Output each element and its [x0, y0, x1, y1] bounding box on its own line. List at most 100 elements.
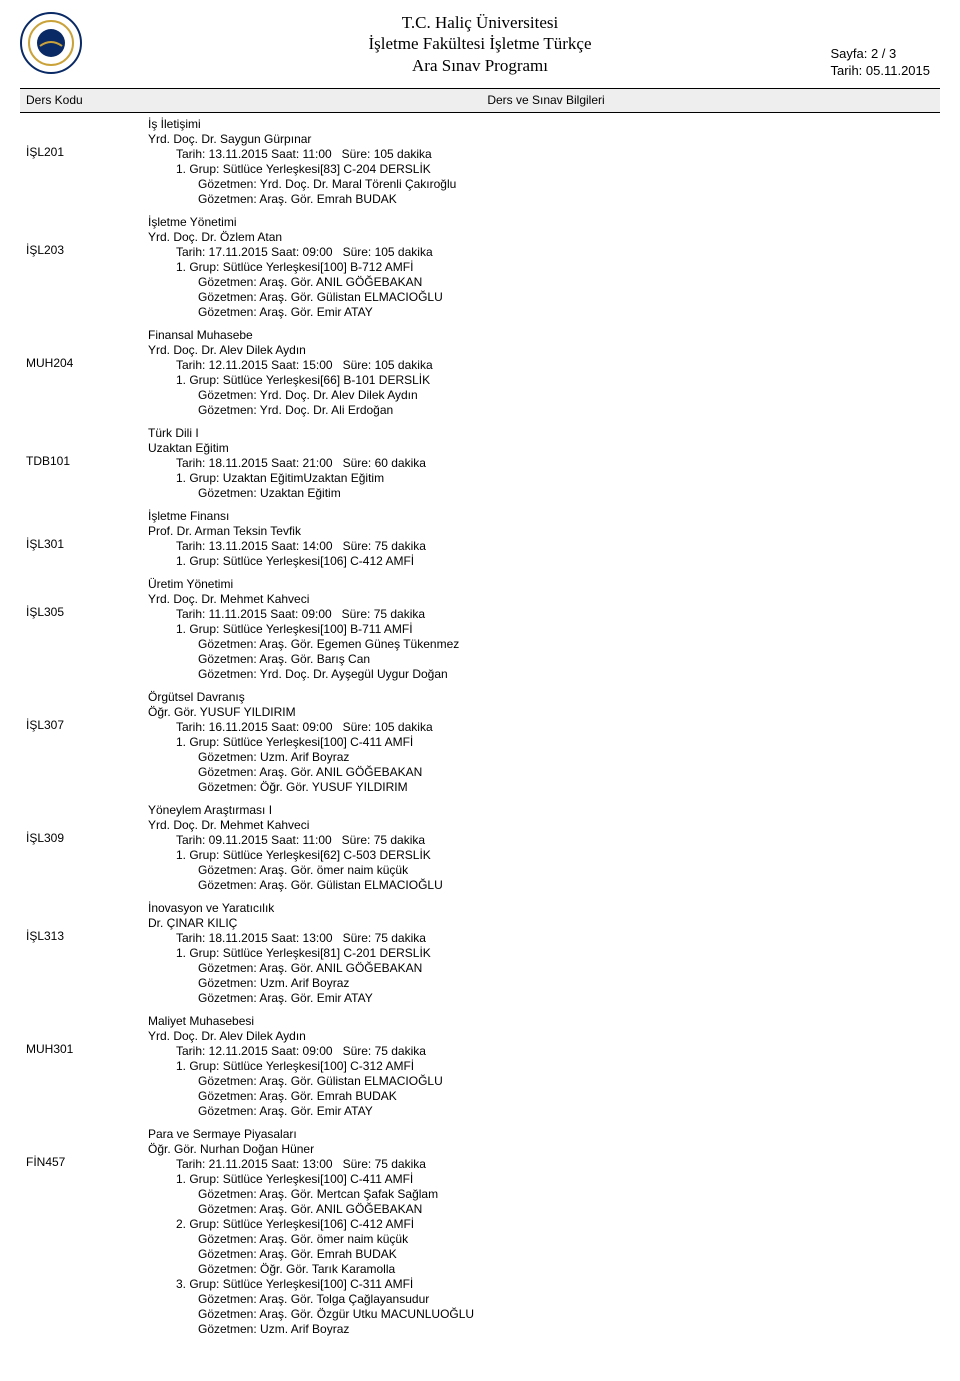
course-info-line: Yrd. Doç. Dr. Mehmet Kahveci	[148, 592, 940, 607]
course-row: MUH204Finansal MuhasebeYrd. Doç. Dr. Ale…	[20, 324, 940, 422]
course-info-line: Gözetmen: Araş. Gör. Gülistan ELMACIOĞLU	[148, 290, 940, 305]
course-info-line: Gözetmen: Uzaktan Eğitim	[148, 486, 940, 501]
course-info-line: Tarih: 13.11.2015 Saat: 14:00 Süre: 75 d…	[148, 539, 940, 554]
course-info-line: Gözetmen: Uzm. Arif Boyraz	[148, 976, 940, 991]
course-info: Yöneylem Araştırması IYrd. Doç. Dr. Mehm…	[146, 803, 940, 893]
course-code: TDB101	[20, 426, 146, 501]
course-code: İŞL313	[20, 901, 146, 1006]
course-info-line: Üretim Yönetimi	[148, 577, 940, 592]
course-info-line: Tarih: 21.11.2015 Saat: 13:00 Süre: 75 d…	[148, 1157, 940, 1172]
doc-title: Ara Sınav Programı	[20, 55, 940, 76]
course-info-line: Gözetmen: Uzm. Arif Boyraz	[148, 1322, 940, 1337]
course-info-line: Para ve Sermaye Piyasaları	[148, 1127, 940, 1142]
course-info-line: Tarih: 12.11.2015 Saat: 09:00 Süre: 75 d…	[148, 1044, 940, 1059]
course-info-line: Gözetmen: Yrd. Doç. Dr. Maral Törenli Ça…	[148, 177, 940, 192]
course-row: İŞL203İşletme YönetimiYrd. Doç. Dr. Özle…	[20, 211, 940, 324]
course-info-line: Gözetmen: Araş. Gör. ANIL GÖĞEBAKAN	[148, 765, 940, 780]
course-info-line: Tarih: 18.11.2015 Saat: 21:00 Süre: 60 d…	[148, 456, 940, 471]
course-info-line: Tarih: 09.11.2015 Saat: 11:00 Süre: 75 d…	[148, 833, 940, 848]
course-row: FİN457Para ve Sermaye PiyasalarıÖğr. Gör…	[20, 1123, 940, 1341]
course-info-line: 2. Grup: Sütlüce Yerleşkesi[106] C-412 A…	[148, 1217, 940, 1232]
course-info-line: Gözetmen: Araş. Gör. Tolga Çağlayansudur	[148, 1292, 940, 1307]
course-info-line: Uzaktan Eğitim	[148, 441, 940, 456]
course-info-line: Yrd. Doç. Dr. Alev Dilek Aydın	[148, 1029, 940, 1044]
course-info-line: Gözetmen: Araş. Gör. Emir ATAY	[148, 305, 940, 320]
course-row: TDB101Türk Dili IUzaktan EğitimTarih: 18…	[20, 422, 940, 505]
course-info-line: Gözetmen: Araş. Gör. Egemen Güneş Tükenm…	[148, 637, 940, 652]
course-info: Finansal MuhasebeYrd. Doç. Dr. Alev Dile…	[146, 328, 940, 418]
col-header-info: Ders ve Sınav Bilgileri	[152, 89, 940, 112]
course-info-line: Yrd. Doç. Dr. Saygun Gürpınar	[148, 132, 940, 147]
course-info-line: Tarih: 11.11.2015 Saat: 09:00 Süre: 75 d…	[148, 607, 940, 622]
course-info-line: Tarih: 13.11.2015 Saat: 11:00 Süre: 105 …	[148, 147, 940, 162]
course-code: MUH204	[20, 328, 146, 418]
course-info-line: Gözetmen: Araş. Gör. Emrah BUDAK	[148, 1089, 940, 1104]
course-row: İŞL301İşletme FinansıProf. Dr. Arman Tek…	[20, 505, 940, 573]
course-info-line: 1. Grup: Sütlüce Yerleşkesi[81] C-201 DE…	[148, 946, 940, 961]
course-info: İşletme YönetimiYrd. Doç. Dr. Özlem Atan…	[146, 215, 940, 320]
courses-container: İŞL201İş İletişimiYrd. Doç. Dr. Saygun G…	[20, 113, 940, 1341]
table-header: Ders Kodu Ders ve Sınav Bilgileri	[20, 88, 940, 113]
course-info: Üretim YönetimiYrd. Doç. Dr. Mehmet Kahv…	[146, 577, 940, 682]
course-info: Türk Dili IUzaktan EğitimTarih: 18.11.20…	[146, 426, 940, 501]
course-info-line: Türk Dili I	[148, 426, 940, 441]
course-info-line: 1. Grup: Sütlüce Yerleşkesi[100] B-712 A…	[148, 260, 940, 275]
course-info-line: Tarih: 18.11.2015 Saat: 13:00 Süre: 75 d…	[148, 931, 940, 946]
course-info-line: Tarih: 12.11.2015 Saat: 15:00 Süre: 105 …	[148, 358, 940, 373]
page: T.C. Haliç Üniversitesi İşletme Fakültes…	[0, 0, 960, 1381]
course-info-line: Tarih: 16.11.2015 Saat: 09:00 Süre: 105 …	[148, 720, 940, 735]
course-row: İŞL313İnovasyon ve YaratıcılıkDr. ÇINAR …	[20, 897, 940, 1010]
course-info-line: Gözetmen: Yrd. Doç. Dr. Ayşegül Uygur Do…	[148, 667, 940, 682]
course-info-line: Gözetmen: Araş. Gör. Emrah BUDAK	[148, 1247, 940, 1262]
course-code: İŞL309	[20, 803, 146, 893]
course-code: FİN457	[20, 1127, 146, 1337]
course-info-line: Öğr. Gör. Nurhan Doğan Hüner	[148, 1142, 940, 1157]
course-info-line: 1. Grup: Sütlüce Yerleşkesi[100] C-312 A…	[148, 1059, 940, 1074]
university-logo-icon	[20, 12, 82, 74]
course-code: İŞL301	[20, 509, 146, 569]
course-code: İŞL203	[20, 215, 146, 320]
title-block: T.C. Haliç Üniversitesi İşletme Fakültes…	[20, 12, 940, 76]
course-code: İŞL201	[20, 117, 146, 207]
course-info-line: Gözetmen: Araş. Gör. Emir ATAY	[148, 991, 940, 1006]
course-info-line: Gözetmen: Araş. Gör. ANIL GÖĞEBAKAN	[148, 961, 940, 976]
course-info-line: İşletme Yönetimi	[148, 215, 940, 230]
course-info: Para ve Sermaye PiyasalarıÖğr. Gör. Nurh…	[146, 1127, 940, 1337]
course-info-line: Gözetmen: Araş. Gör. ömer naim küçük	[148, 1232, 940, 1247]
course-info-line: Öğr. Gör. YUSUF YILDIRIM	[148, 705, 940, 720]
course-row: İŞL305Üretim YönetimiYrd. Doç. Dr. Mehme…	[20, 573, 940, 686]
course-info-line: 1. Grup: Sütlüce Yerleşkesi[66] B-101 DE…	[148, 373, 940, 388]
course-info: İş İletişimiYrd. Doç. Dr. Saygun Gürpına…	[146, 117, 940, 207]
course-info-line: 1. Grup: Sütlüce Yerleşkesi[100] C-411 A…	[148, 735, 940, 750]
course-info-line: Yrd. Doç. Dr. Mehmet Kahveci	[148, 818, 940, 833]
course-info-line: Yrd. Doç. Dr. Özlem Atan	[148, 230, 940, 245]
course-info-line: Gözetmen: Araş. Gör. Gülistan ELMACIOĞLU	[148, 878, 940, 893]
course-info-line: Gözetmen: Araş. Gör. Özgür Utku MACUNLUO…	[148, 1307, 940, 1322]
course-info-line: Prof. Dr. Arman Teksin Tevfik	[148, 524, 940, 539]
course-row: İŞL201İş İletişimiYrd. Doç. Dr. Saygun G…	[20, 113, 940, 211]
header-meta: Sayfa: 2 / 3 Tarih: 05.11.2015	[831, 46, 931, 81]
col-header-code: Ders Kodu	[20, 89, 152, 112]
course-info-line: Gözetmen: Araş. Gör. Mertcan Şafak Sağla…	[148, 1187, 940, 1202]
course-info-line: 3. Grup: Sütlüce Yerleşkesi[100] C-311 A…	[148, 1277, 940, 1292]
course-info: Maliyet MuhasebesiYrd. Doç. Dr. Alev Dil…	[146, 1014, 940, 1119]
course-info-line: Gözetmen: Araş. Gör. Barış Can	[148, 652, 940, 667]
course-info-line: Yöneylem Araştırması I	[148, 803, 940, 818]
course-info-line: 1. Grup: Sütlüce Yerleşkesi[100] C-411 A…	[148, 1172, 940, 1187]
course-info-line: Dr. ÇINAR KILIÇ	[148, 916, 940, 931]
course-info-line: Gözetmen: Yrd. Doç. Dr. Ali Erdoğan	[148, 403, 940, 418]
course-info-line: Gözetmen: Araş. Gör. Emrah BUDAK	[148, 192, 940, 207]
course-row: MUH301Maliyet MuhasebesiYrd. Doç. Dr. Al…	[20, 1010, 940, 1123]
course-info-line: Gözetmen: Araş. Gör. ANIL GÖĞEBAKAN	[148, 1202, 940, 1217]
course-row: İŞL309Yöneylem Araştırması IYrd. Doç. Dr…	[20, 799, 940, 897]
course-code: MUH301	[20, 1014, 146, 1119]
course-info-line: 1. Grup: Sütlüce Yerleşkesi[100] B-711 A…	[148, 622, 940, 637]
course-info-line: 1. Grup: Sütlüce Yerleşkesi[106] C-412 A…	[148, 554, 940, 569]
course-info-line: Gözetmen: Araş. Gör. ömer naim küçük	[148, 863, 940, 878]
course-info-line: 1. Grup: Sütlüce Yerleşkesi[62] C-503 DE…	[148, 848, 940, 863]
course-info-line: Örgütsel Davranış	[148, 690, 940, 705]
course-info-line: 1. Grup: Uzaktan EğitimUzaktan Eğitim	[148, 471, 940, 486]
course-info-line: Gözetmen: Araş. Gör. Gülistan ELMACIOĞLU	[148, 1074, 940, 1089]
course-info-line: Gözetmen: Uzm. Arif Boyraz	[148, 750, 940, 765]
course-info: İnovasyon ve YaratıcılıkDr. ÇINAR KILIÇT…	[146, 901, 940, 1006]
